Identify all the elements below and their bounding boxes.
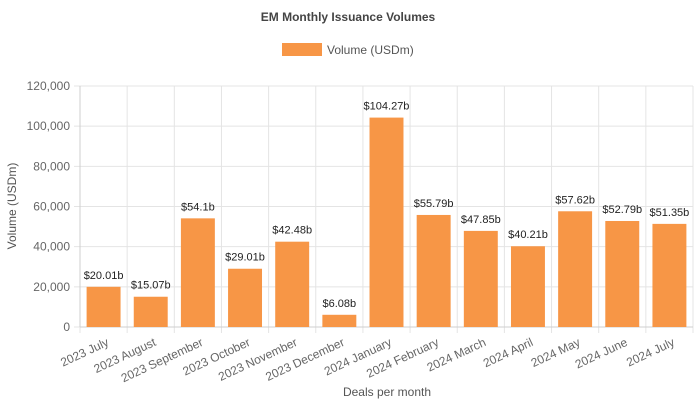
x-tick-label: 2024 June — [573, 335, 630, 372]
y-tick-label: 100,000 — [27, 119, 71, 133]
data-label: $55.79b — [414, 198, 454, 210]
y-tick-label: 120,000 — [27, 79, 71, 93]
data-label: $51.35b — [650, 207, 690, 219]
x-axis-title: Deals per month — [343, 385, 431, 399]
bars — [86, 117, 687, 327]
x-tick-label: 2024 April — [481, 335, 535, 370]
data-label: $15.07b — [131, 280, 171, 292]
y-tick-label: 80,000 — [33, 159, 70, 173]
bar[interactable] — [558, 211, 593, 327]
bar[interactable] — [369, 117, 404, 327]
y-tick-label: 0 — [63, 320, 70, 334]
data-labels: $20.01b $15.07b $54.1b $29.01b $42.48b $6.08b… — [84, 101, 690, 310]
y-tick-label: 60,000 — [33, 200, 70, 214]
bar[interactable] — [322, 314, 357, 327]
data-label: $54.1b — [181, 201, 215, 213]
data-label: $20.01b — [84, 270, 124, 282]
data-label: $52.79b — [602, 204, 642, 216]
data-label: $57.62b — [555, 194, 595, 206]
y-axis-ticks: 0 20,000 40,000 60,000 80,000 100,000 120,000 — [27, 79, 71, 334]
bar[interactable] — [416, 214, 451, 327]
data-label: $6.08b — [323, 298, 357, 310]
bar[interactable] — [510, 246, 545, 327]
bar[interactable] — [180, 218, 215, 327]
data-label: $104.27b — [364, 101, 410, 113]
bar[interactable] — [605, 220, 640, 327]
bar[interactable] — [652, 223, 687, 327]
data-label: $42.48b — [272, 225, 312, 237]
bar[interactable] — [133, 296, 168, 327]
legend-label: Volume (USDm) — [327, 43, 414, 57]
legend-swatch — [282, 43, 322, 56]
data-label: $40.21b — [508, 229, 548, 241]
bar[interactable] — [463, 230, 498, 327]
y-tick-label: 20,000 — [33, 280, 70, 294]
y-tick-label: 40,000 — [33, 240, 70, 254]
chart-title: EM Monthly Issuance Volumes — [261, 10, 436, 24]
data-label: $47.85b — [461, 214, 501, 226]
data-label: $29.01b — [225, 252, 265, 264]
bar[interactable] — [275, 241, 310, 327]
legend[interactable]: Volume (USDm) — [282, 43, 414, 57]
y-axis-title: Volume (USDm) — [5, 163, 19, 250]
x-tick-label: 2024 May — [529, 335, 583, 370]
bar[interactable] — [86, 286, 121, 327]
x-tick-label: 2024 July — [624, 335, 676, 369]
bar[interactable] — [228, 268, 263, 327]
